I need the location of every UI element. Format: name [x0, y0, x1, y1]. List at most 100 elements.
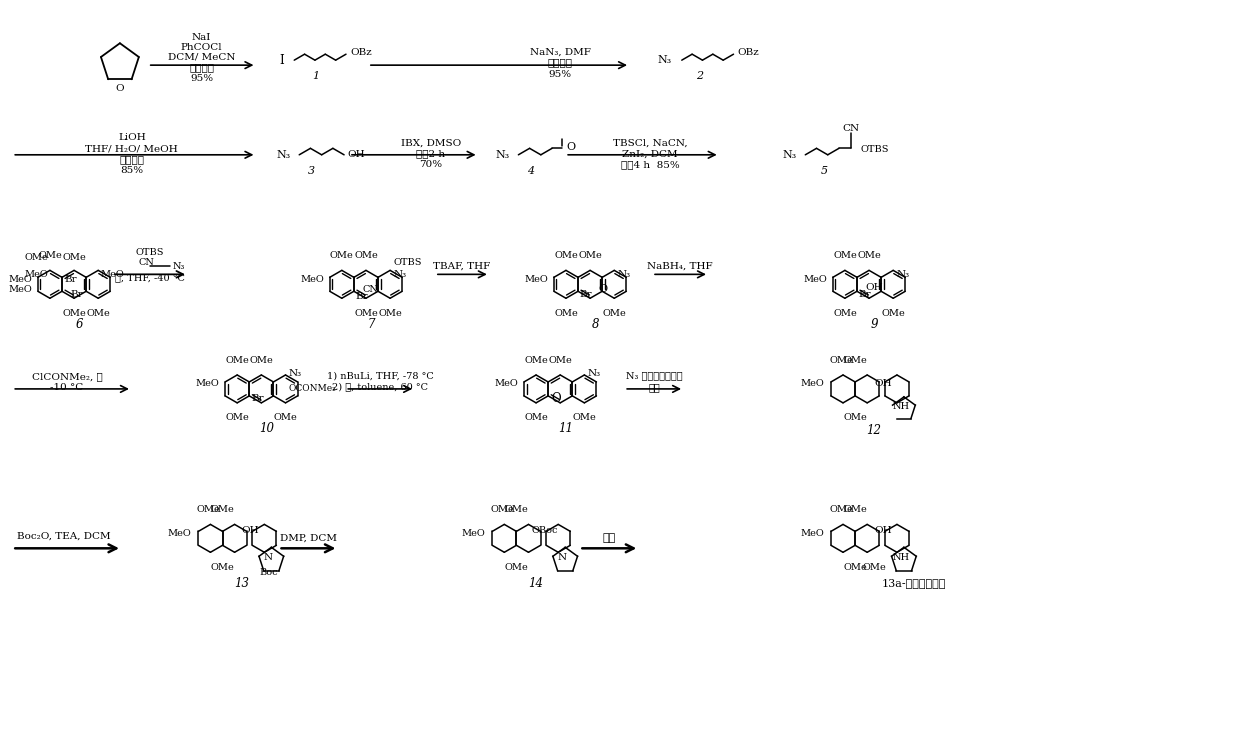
Text: Br: Br [64, 275, 77, 284]
Text: O: O [598, 284, 607, 294]
Text: 13a-羟基娃儿藤碱: 13a-羟基娃儿藤碱 [882, 578, 947, 588]
Text: 8: 8 [591, 318, 598, 330]
Text: OMe: OMe [579, 251, 602, 260]
Text: N₃: N₃ [496, 150, 509, 160]
Text: N₃ 还原剂，溶剂，: N₃ 还原剂，溶剂， [626, 371, 683, 380]
Text: O: O [115, 84, 124, 93]
Text: OMe: OMe [378, 309, 401, 318]
Text: 4: 4 [527, 166, 534, 175]
Text: CN: CN [362, 285, 378, 294]
Text: 11: 11 [558, 422, 572, 435]
Text: N₃: N₃ [587, 369, 601, 379]
Text: N₃: N₃ [289, 369, 301, 379]
Text: OMe: OMe [524, 355, 548, 365]
Text: 95%: 95% [190, 73, 213, 83]
Text: 70%: 70% [419, 160, 442, 170]
Text: N₃: N₃ [782, 150, 797, 160]
Text: MeO: MeO [800, 379, 824, 388]
Text: 85%: 85% [120, 166, 144, 175]
Text: DCM/ MeCN: DCM/ MeCN [167, 53, 235, 62]
Text: OMe: OMe [274, 413, 297, 422]
Text: N₃: N₃ [896, 270, 909, 279]
Text: Boc₂O, TEA, DCM: Boc₂O, TEA, DCM [17, 532, 112, 541]
Text: OMe: OMe [833, 309, 857, 318]
Text: 5: 5 [820, 166, 828, 175]
Text: N: N [558, 553, 566, 562]
Text: OMe: OMe [354, 309, 378, 318]
Text: DMP, DCM: DMP, DCM [280, 534, 337, 543]
Text: N₃: N₃ [173, 262, 186, 271]
Text: 6: 6 [76, 318, 83, 330]
Text: OH: OH [347, 150, 364, 159]
Text: OH: OH [865, 283, 883, 292]
Text: 室温过夜: 室温过夜 [119, 156, 145, 164]
Text: MeO: MeO [9, 285, 32, 294]
Text: 室温2 h: 室温2 h [416, 149, 445, 159]
Text: 温度: 温度 [648, 383, 660, 393]
Text: 方法: 方法 [602, 534, 616, 543]
Text: OMe: OMe [602, 309, 626, 318]
Text: NaBH₄, THF: NaBH₄, THF [647, 262, 712, 271]
Text: OBz: OBz [737, 48, 760, 57]
Text: 10: 10 [259, 422, 274, 435]
Text: 13: 13 [234, 577, 249, 589]
Text: OMe: OMe [833, 251, 857, 260]
Text: OMe: OMe [249, 355, 274, 365]
Text: NaI: NaI [192, 33, 212, 42]
Text: N₃: N₃ [276, 150, 290, 160]
Text: OBz: OBz [349, 48, 372, 57]
Text: Br: Br [859, 290, 871, 299]
Text: ZnI₂, DCM: ZnI₂, DCM [622, 149, 678, 159]
Text: OMe: OMe [862, 563, 886, 572]
Text: 室温过夜: 室温过夜 [548, 59, 572, 68]
Text: OMe: OMe [491, 505, 514, 514]
Text: MeO: MeO [462, 529, 486, 538]
Text: OMe: OMe [829, 355, 852, 365]
Text: TBAF, THF: TBAF, THF [434, 262, 491, 271]
Text: 14: 14 [528, 577, 543, 589]
Text: 7: 7 [367, 318, 374, 330]
Text: MeO: MeO [803, 275, 826, 284]
Text: OMe: OMe [844, 505, 867, 514]
Text: OMe: OMe [524, 413, 548, 422]
Text: -10 °C: -10 °C [51, 383, 84, 393]
Text: 室温过夜: 室温过夜 [190, 64, 214, 73]
Text: NH: NH [892, 402, 909, 411]
Text: 12: 12 [866, 424, 881, 437]
Text: N₃: N₃ [658, 55, 672, 65]
Text: OMe: OMe [857, 251, 881, 260]
Text: MeO: MeO [9, 275, 32, 284]
Text: OMe: OMe [62, 309, 85, 318]
Text: Br: Br [252, 394, 264, 404]
Text: OMe: OMe [197, 505, 221, 514]
Text: O: O [551, 393, 561, 405]
Text: OMe: OMe [844, 355, 867, 365]
Text: OMe: OMe [554, 309, 577, 318]
Text: OMe: OMe [62, 253, 85, 262]
Text: OMe: OMe [225, 355, 249, 365]
Text: N: N [264, 553, 273, 562]
Text: OMe: OMe [211, 563, 234, 572]
Text: OTBS: OTBS [393, 258, 421, 267]
Text: N₃: N₃ [393, 270, 406, 279]
Text: MeO: MeO [100, 270, 124, 279]
Text: OCONMe₂: OCONMe₂ [289, 385, 336, 393]
Text: OMe: OMe [504, 505, 528, 514]
Text: OMe: OMe [829, 505, 852, 514]
Text: MeO: MeO [196, 379, 219, 388]
Text: MeO: MeO [167, 529, 192, 538]
Text: Br: Br [580, 290, 592, 299]
Text: 95%: 95% [549, 70, 571, 79]
Text: OTBS: OTBS [136, 248, 165, 257]
Text: 碱, THF, -40 °C: 碱, THF, -40 °C [115, 273, 185, 282]
Text: OMe: OMe [844, 563, 867, 572]
Text: MeO: MeO [800, 529, 824, 538]
Text: Boc: Boc [259, 567, 278, 577]
Text: MeO: MeO [494, 379, 518, 388]
Text: CN: CN [843, 124, 860, 133]
Text: OH: OH [242, 526, 259, 535]
Text: MeO: MeO [524, 275, 548, 284]
Text: 室温4 h  85%: 室温4 h 85% [621, 160, 679, 170]
Text: OMe: OMe [225, 413, 249, 422]
Text: NaN₃, DMF: NaN₃, DMF [530, 48, 591, 57]
